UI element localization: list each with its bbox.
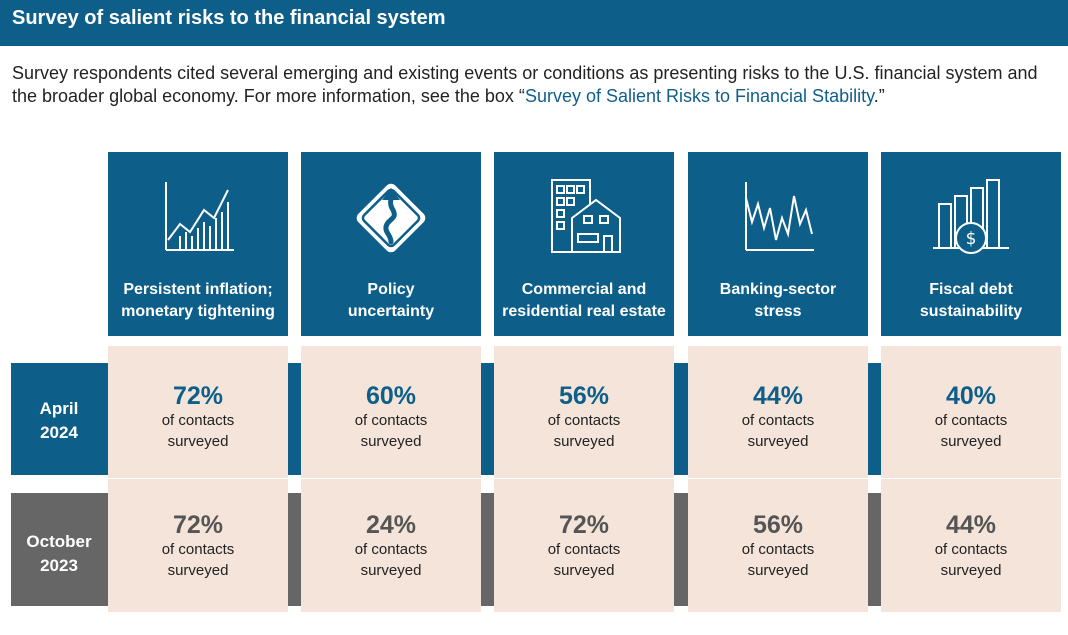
svg-text:$: $ [966, 229, 977, 249]
october-cell: 72% of contacts surveyed [108, 478, 288, 612]
row-label-october-2023: October 2023 [11, 530, 107, 578]
row-label-month: October [26, 532, 92, 551]
april-sub1: of contacts [354, 412, 428, 429]
april-sub2: surveyed [360, 433, 422, 450]
risk-label: Commercial and residential real estate [494, 279, 674, 323]
intro-text-end: .” [873, 86, 885, 106]
row-label-april-2024: April 2024 [11, 397, 107, 445]
risk-label-line2: stress [754, 303, 802, 320]
risk-label-line1: Commercial and [521, 281, 647, 298]
october-cell: 72% of contacts surveyed [494, 478, 674, 612]
april-sub2: surveyed [747, 433, 809, 450]
october-percent: 72% [558, 511, 610, 539]
risk-label: Fiscal debt sustainability [881, 279, 1061, 323]
dollar-bars-icon: $ [933, 179, 1009, 254]
april-cell: 60% of contacts surveyed [301, 346, 481, 478]
october-cell: 44% of contacts surveyed [881, 478, 1061, 612]
october-cell: 56% of contacts surveyed [688, 478, 868, 612]
buildings-icon [551, 179, 621, 253]
april-cell: 40% of contacts surveyed [881, 346, 1061, 478]
april-sub1: of contacts [741, 412, 815, 429]
risk-label-line2: sustainability [919, 303, 1023, 320]
april-sub1: of contacts [934, 412, 1008, 429]
april-cell: 44% of contacts surveyed [688, 346, 868, 478]
april-sub2: surveyed [167, 433, 229, 450]
october-sub2: surveyed [360, 562, 422, 579]
april-percent: 40% [945, 382, 997, 410]
volatile-line-icon [745, 182, 814, 251]
row-label-year: 2023 [40, 556, 78, 575]
april-percent: 72% [172, 382, 224, 410]
october-sub2: surveyed [553, 562, 615, 579]
october-percent: 72% [172, 511, 224, 539]
intro-text: Survey respondents cited several emergin… [12, 63, 1038, 106]
risk-label-line1: Persistent inflation; [123, 281, 273, 298]
october-percent: 56% [752, 511, 804, 539]
april-sub1: of contacts [547, 412, 621, 429]
risk-label: Policy uncertainty [301, 279, 481, 323]
april-sub1: of contacts [161, 412, 235, 429]
winding-road-sign-icon [356, 183, 426, 253]
april-sub2: surveyed [553, 433, 615, 450]
october-sub2: surveyed [167, 562, 229, 579]
october-sub2: surveyed [747, 562, 809, 579]
october-sub1: of contacts [741, 541, 815, 558]
october-percent: 44% [945, 511, 997, 539]
april-percent: 60% [365, 382, 417, 410]
risk-label-line1: Banking-sector [719, 281, 837, 298]
october-sub1: of contacts [354, 541, 428, 558]
april-sub2: surveyed [940, 433, 1002, 450]
april-cell: 72% of contacts surveyed [108, 346, 288, 478]
box-link[interactable]: Survey of Salient Risks to Financial Sta… [524, 86, 874, 106]
risk-label-line2: monetary tightening [121, 303, 275, 320]
row-label-year: 2024 [40, 423, 78, 442]
risk-label-line2: uncertainty [347, 303, 435, 320]
risk-header: Policy uncertainty [301, 152, 481, 336]
risk-label: Banking-sector stress [688, 279, 868, 323]
october-sub1: of contacts [547, 541, 621, 558]
april-percent: 44% [752, 382, 804, 410]
october-sub2: surveyed [940, 562, 1002, 579]
risk-header: $ Fiscal debt sustainability [881, 152, 1061, 336]
rising-chart-icon [165, 182, 234, 251]
risk-header: Commercial and residential real estate [494, 152, 674, 336]
row-label-month: April [39, 399, 79, 418]
title-bar: Survey of salient risks to the financial… [0, 0, 1068, 46]
october-sub1: of contacts [161, 541, 235, 558]
october-cell: 24% of contacts surveyed [301, 478, 481, 612]
october-sub1: of contacts [934, 541, 1008, 558]
april-percent: 56% [558, 382, 610, 410]
page-title: Survey of salient risks to the financial… [12, 7, 446, 29]
risk-header: Banking-sector stress [688, 152, 868, 336]
intro-paragraph: Survey respondents cited several emergin… [12, 62, 1057, 108]
risk-label-line1: Fiscal debt [929, 281, 1013, 298]
risk-header: Persistent inflation; monetary tightenin… [108, 152, 288, 336]
october-percent: 24% [365, 511, 417, 539]
risk-label: Persistent inflation; monetary tightenin… [108, 279, 288, 323]
april-cell: 56% of contacts surveyed [494, 346, 674, 478]
risk-label-line1: Policy [367, 281, 415, 298]
risk-label-line2: residential real estate [502, 303, 666, 320]
